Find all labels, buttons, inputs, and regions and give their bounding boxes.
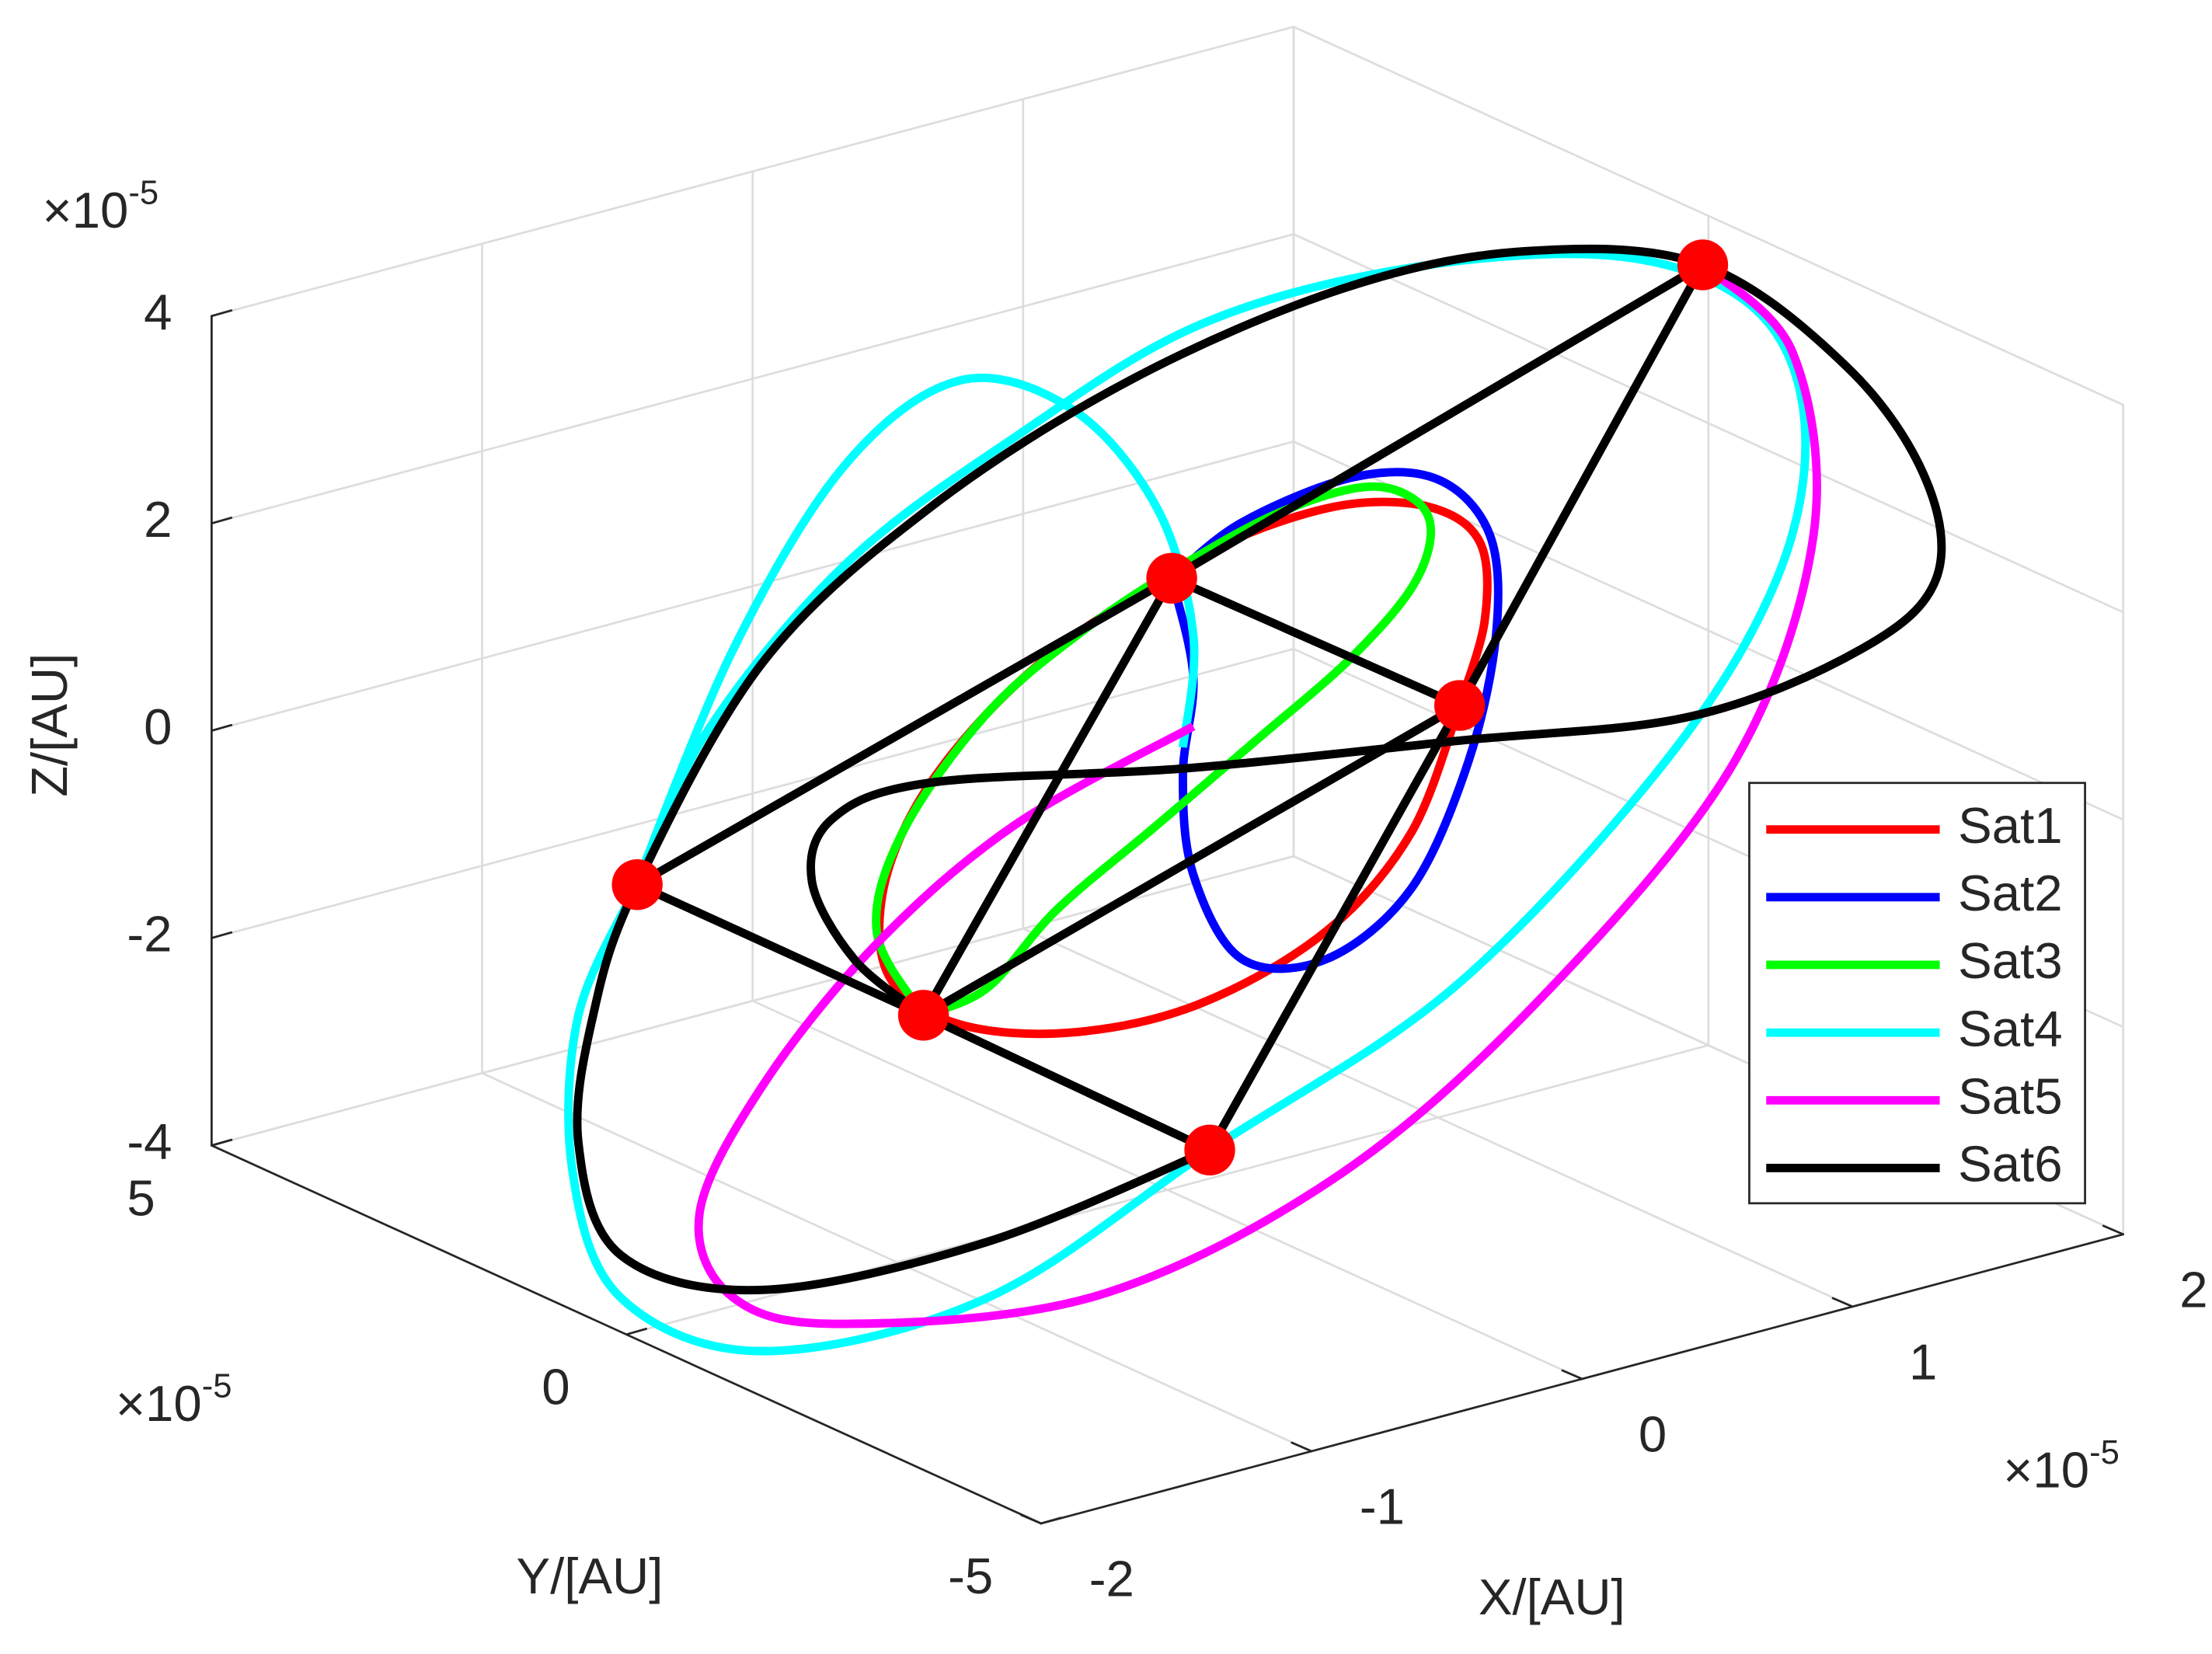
satellite-marker — [1433, 680, 1486, 731]
orbit-line — [872, 482, 1436, 1019]
legend-label: Sat6 — [1958, 1136, 2062, 1193]
z-multiplier: ×10-5 — [42, 174, 158, 239]
axes: -4 -2 0 2 4 -5 0 5 -2 -1 0 1 2 — [127, 284, 2207, 1607]
grid-line — [210, 233, 1295, 525]
z-tick-label: -4 — [127, 1113, 172, 1170]
multiplier-base: ×10 — [42, 182, 128, 239]
x-tick-label: 2 — [2179, 1261, 2207, 1318]
multiplier-base: ×10 — [116, 1375, 202, 1432]
x-multiplier: ×10-5 — [2003, 1434, 2120, 1499]
link-line — [632, 573, 1176, 890]
z-tick-label: 2 — [144, 491, 172, 548]
legend-label: Sat2 — [1958, 865, 2062, 921]
grid-line — [1292, 233, 2124, 614]
multiplier-base: ×10 — [2003, 1442, 2089, 1499]
satellite-marker — [611, 859, 663, 911]
link-line — [1167, 260, 1707, 583]
z-tick-label: 0 — [144, 698, 172, 755]
x-tick-label: -2 — [1089, 1551, 1134, 1607]
z-tick — [210, 931, 233, 939]
orbit-line — [573, 244, 1946, 1295]
z-axis-label: Z/[AU] — [21, 653, 78, 797]
legend-label: Sat4 — [1958, 1000, 2062, 1057]
multiplier-exponent: -5 — [128, 174, 158, 211]
link-line — [1167, 573, 1465, 710]
y-tick-label: 0 — [542, 1359, 570, 1415]
orbit-line — [564, 249, 1810, 1356]
z-tick — [210, 517, 233, 525]
satellite-marker — [897, 990, 949, 1041]
satellite-marker — [1146, 552, 1197, 604]
grid-line — [1292, 26, 2124, 406]
z-tick-label: 4 — [144, 284, 172, 340]
x-tick — [1291, 1441, 1313, 1453]
x-tick — [1020, 1513, 1043, 1525]
grid-line — [210, 26, 1295, 318]
satellite-marker — [1184, 1124, 1235, 1175]
y-tick-label: -5 — [948, 1548, 993, 1604]
link-line — [919, 701, 1465, 1020]
x-tick — [1831, 1297, 1854, 1308]
link-line — [919, 1011, 1214, 1154]
x-tick-label: 1 — [1909, 1333, 1937, 1390]
multiplier-exponent: -5 — [202, 1367, 232, 1405]
y-tick — [625, 1328, 647, 1336]
x-tick — [1561, 1369, 1583, 1381]
link-line — [1455, 260, 1707, 710]
link-line — [919, 573, 1176, 1020]
legend-box — [1748, 782, 2086, 1205]
y-multiplier: ×10-5 — [116, 1367, 232, 1432]
grid-line — [210, 647, 1295, 939]
x-tick — [2102, 1224, 2124, 1236]
x-tick-label: 0 — [1639, 1405, 1667, 1462]
link-line — [1205, 701, 1465, 1154]
satellite-marker — [1677, 239, 1729, 291]
y-tick — [210, 1138, 233, 1147]
legend-label: Sat5 — [1958, 1068, 2062, 1125]
z-tick — [210, 723, 233, 732]
legend-label: Sat1 — [1958, 797, 2062, 854]
legend: Sat1 Sat2 Sat3 Sat4 Sat5 Sat6 — [1748, 782, 2086, 1205]
x-tick-label: -1 — [1360, 1478, 1405, 1534]
link-line — [632, 880, 928, 1020]
y-tick — [1040, 1516, 1062, 1525]
legend-label: Sat3 — [1958, 932, 2062, 989]
z-tick-label: -2 — [127, 906, 172, 963]
y-tick-label: 5 — [127, 1169, 155, 1226]
y-axis-label: Y/[AU] — [517, 1548, 664, 1604]
z-tick — [210, 309, 233, 318]
multiplier-exponent: -5 — [2089, 1434, 2120, 1471]
x-axis-label: X/[AU] — [1479, 1569, 1625, 1625]
plot-area — [564, 239, 1946, 1356]
orbit-line — [1167, 468, 1503, 973]
grid-line — [210, 440, 1295, 732]
